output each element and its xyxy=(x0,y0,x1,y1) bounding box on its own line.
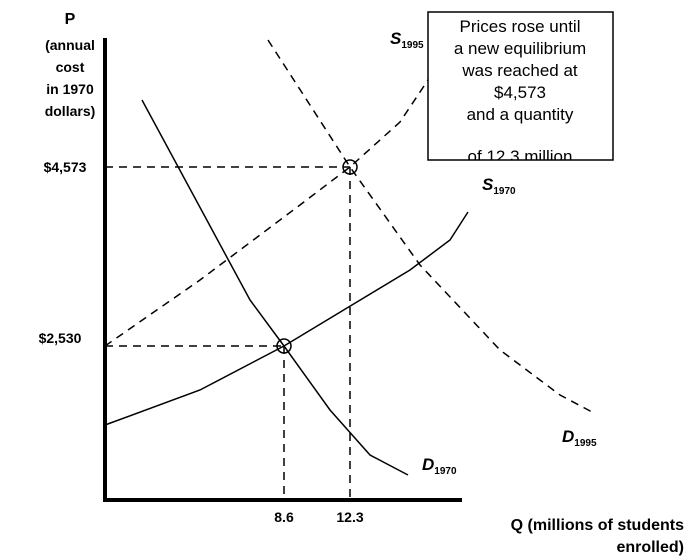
y-axis-label: in 1970 xyxy=(46,81,94,97)
callout: Prices rose until a new equilibrium was … xyxy=(454,17,586,166)
callout-line: a new equilibrium xyxy=(454,39,586,58)
callout-line: Prices rose until xyxy=(460,17,581,36)
quantity-label: 12.3 xyxy=(336,509,363,525)
equilibrium-1995 xyxy=(342,159,358,175)
curve-subscript: 1970 xyxy=(434,466,457,477)
supply-1995 xyxy=(104,39,441,347)
y-axis-label: dollars) xyxy=(45,103,96,119)
curve-label: S1995 xyxy=(390,29,424,51)
curve-label: S1970 xyxy=(482,175,516,197)
guide-lines xyxy=(105,166,351,500)
y-axis-label: (annual xyxy=(45,37,95,53)
curve-label: D1995 xyxy=(562,427,597,449)
curve-letter: D xyxy=(422,455,434,474)
curve-letter: D xyxy=(562,427,574,446)
supply-1970 xyxy=(104,211,469,426)
callout-box xyxy=(427,11,614,161)
callout-line: of 12.3 million xyxy=(468,147,573,166)
price-label: $4,573 xyxy=(44,159,87,175)
curve-letter: S xyxy=(482,175,494,194)
curve-subscript: 1995 xyxy=(401,40,424,51)
curve-letter: S xyxy=(390,29,402,48)
equilibrium-1970 xyxy=(276,338,292,354)
demand-1970 xyxy=(141,99,409,476)
callout-line: $4,573 xyxy=(494,83,546,102)
curve-subscript: 1970 xyxy=(493,186,516,197)
curve-label: D1970 xyxy=(422,455,457,477)
y-axis-symbol: P xyxy=(65,11,76,28)
curve-subscript: 1995 xyxy=(574,438,597,449)
price-label: $2,530 xyxy=(39,330,82,346)
y-axis-label: cost xyxy=(56,59,85,75)
demand-1995 xyxy=(267,39,593,413)
x-axis-label: enrolled) xyxy=(616,539,684,556)
callout-line: and a quantity xyxy=(467,105,574,124)
quantity-label: 8.6 xyxy=(274,509,294,525)
callout-line: was reached at xyxy=(461,61,578,80)
x-axis-label: Q (millions of students xyxy=(511,517,684,534)
